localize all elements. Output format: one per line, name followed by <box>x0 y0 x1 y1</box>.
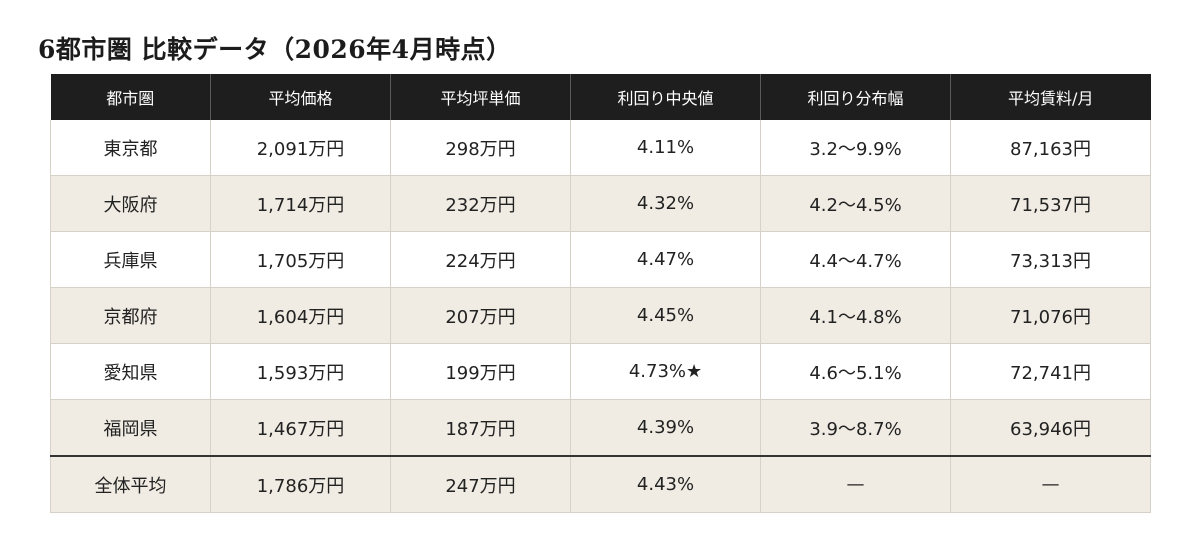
tsubo-cell: 187万円 <box>390 399 571 457</box>
city-cell: 愛知県 <box>50 343 211 400</box>
city-cell: 兵庫県 <box>50 231 211 288</box>
total-rent-cell: — <box>950 455 1151 513</box>
rent-cell: 71,537円 <box>950 175 1151 232</box>
tsubo-cell: 207万円 <box>390 287 571 344</box>
page-title: 6都市圏 比較データ（2026年4月時点） <box>38 35 512 64</box>
rent-cell: 72,741円 <box>950 343 1151 400</box>
table-row: 福岡県 1,467万円 187万円 4.39% 3.9〜8.7% 63,946円 <box>50 399 1151 457</box>
rent-cell: 87,163円 <box>950 120 1151 176</box>
city-cell: 福岡県 <box>50 399 211 457</box>
price-cell: 1,604万円 <box>210 287 391 344</box>
city-cell: 大阪府 <box>50 175 211 232</box>
column-header-city: 都市圏 <box>50 74 211 120</box>
range-cell: 4.4〜4.7% <box>760 231 951 288</box>
tsubo-cell: 232万円 <box>390 175 571 232</box>
range-cell: 3.2〜9.9% <box>760 120 951 176</box>
column-header-yield-range: 利回り分布幅 <box>760 74 951 120</box>
total-range-cell: — <box>760 455 951 513</box>
range-cell: 4.1〜4.8% <box>760 287 951 344</box>
total-tsubo-cell: 247万円 <box>390 455 571 513</box>
range-cell: 4.2〜4.5% <box>760 175 951 232</box>
yield-cell: 4.39% <box>570 399 761 457</box>
city-cell: 東京都 <box>50 120 211 176</box>
city-cell: 京都府 <box>50 287 211 344</box>
total-label-cell: 全体平均 <box>50 455 211 513</box>
price-cell: 1,705万円 <box>210 231 391 288</box>
yield-cell: 4.47% <box>570 231 761 288</box>
rent-cell: 71,076円 <box>950 287 1151 344</box>
rent-cell: 73,313円 <box>950 231 1151 288</box>
column-header-avg-price: 平均価格 <box>210 74 391 120</box>
column-header-avg-tsubo-price: 平均坪単価 <box>390 74 571 120</box>
yield-cell: 4.45% <box>570 287 761 344</box>
yield-cell: 4.11% <box>570 120 761 176</box>
price-cell: 2,091万円 <box>210 120 391 176</box>
price-cell: 1,714万円 <box>210 175 391 232</box>
table-row: 愛知県 1,593万円 199万円 4.73%★ 4.6〜5.1% 72,741… <box>50 343 1151 400</box>
price-cell: 1,593万円 <box>210 343 391 400</box>
range-cell: 3.9〜8.7% <box>760 399 951 457</box>
table-row: 大阪府 1,714万円 232万円 4.32% 4.2〜4.5% 71,537円 <box>50 175 1151 232</box>
total-price-cell: 1,786万円 <box>210 455 391 513</box>
tsubo-cell: 224万円 <box>390 231 571 288</box>
range-cell: 4.6〜5.1% <box>760 343 951 400</box>
total-yield-cell: 4.43% <box>570 455 761 513</box>
table-row: 兵庫県 1,705万円 224万円 4.47% 4.4〜4.7% 73,313円 <box>50 231 1151 288</box>
tsubo-cell: 298万円 <box>390 120 571 176</box>
table-header-row: 都市圏 平均価格 平均坪単価 利回り中央値 利回り分布幅 平均賃料/月 <box>50 74 1151 120</box>
comparison-table: 都市圏 平均価格 平均坪単価 利回り中央値 利回り分布幅 平均賃料/月 東京都 … <box>50 74 1151 513</box>
table-row: 東京都 2,091万円 298万円 4.11% 3.2〜9.9% 87,163円 <box>50 120 1151 176</box>
tsubo-cell: 199万円 <box>390 343 571 400</box>
column-header-avg-rent: 平均賃料/月 <box>950 74 1151 120</box>
yield-cell-highlight: 4.73%★ <box>570 343 761 400</box>
table-row: 京都府 1,604万円 207万円 4.45% 4.1〜4.8% 71,076円 <box>50 287 1151 344</box>
table-total-row: 全体平均 1,786万円 247万円 4.43% — — <box>50 455 1151 513</box>
rent-cell: 63,946円 <box>950 399 1151 457</box>
yield-cell: 4.32% <box>570 175 761 232</box>
column-header-median-yield: 利回り中央値 <box>570 74 761 120</box>
price-cell: 1,467万円 <box>210 399 391 457</box>
